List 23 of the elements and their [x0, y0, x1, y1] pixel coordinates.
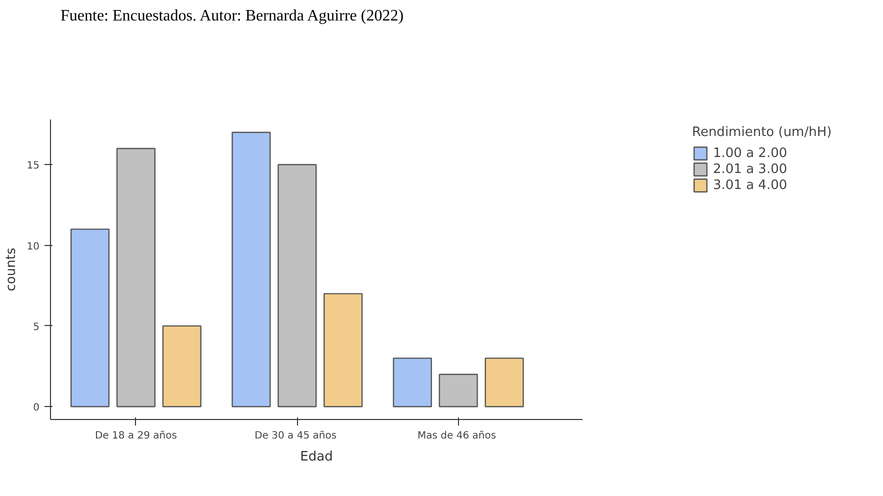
bar — [438, 374, 478, 408]
bar — [70, 228, 110, 408]
x-tick-label: De 30 a 45 años — [254, 430, 337, 442]
bar — [324, 293, 363, 408]
y-tick-label: 15 — [26, 160, 40, 172]
bar — [232, 132, 271, 408]
legend-label: 3.01 a 4.00 — [713, 178, 788, 192]
y-tick-label: 5 — [33, 322, 40, 333]
bar — [392, 358, 432, 408]
y-axis-title: counts — [4, 248, 19, 292]
bar — [116, 148, 156, 408]
legend-title: Rendimiento (um/hH) — [692, 125, 832, 140]
legend-label: 1.00 a 2.00 — [713, 146, 788, 160]
bar — [162, 325, 202, 408]
x-tick-label: Mas de 46 años — [418, 430, 496, 442]
x-axis-title: Edad — [300, 450, 333, 464]
legend-label: 2.01 a 3.00 — [713, 162, 788, 176]
x-tick-label: De 18 a 29 años — [94, 430, 177, 442]
y-tick-label: 10 — [26, 241, 40, 252]
bar — [278, 164, 317, 408]
source-note: Fuente: Encuestados. Autor: Bernarda Aguirre (2022) — [60, 8, 404, 24]
y-tick-label: 0 — [33, 402, 40, 414]
bar — [484, 358, 524, 408]
